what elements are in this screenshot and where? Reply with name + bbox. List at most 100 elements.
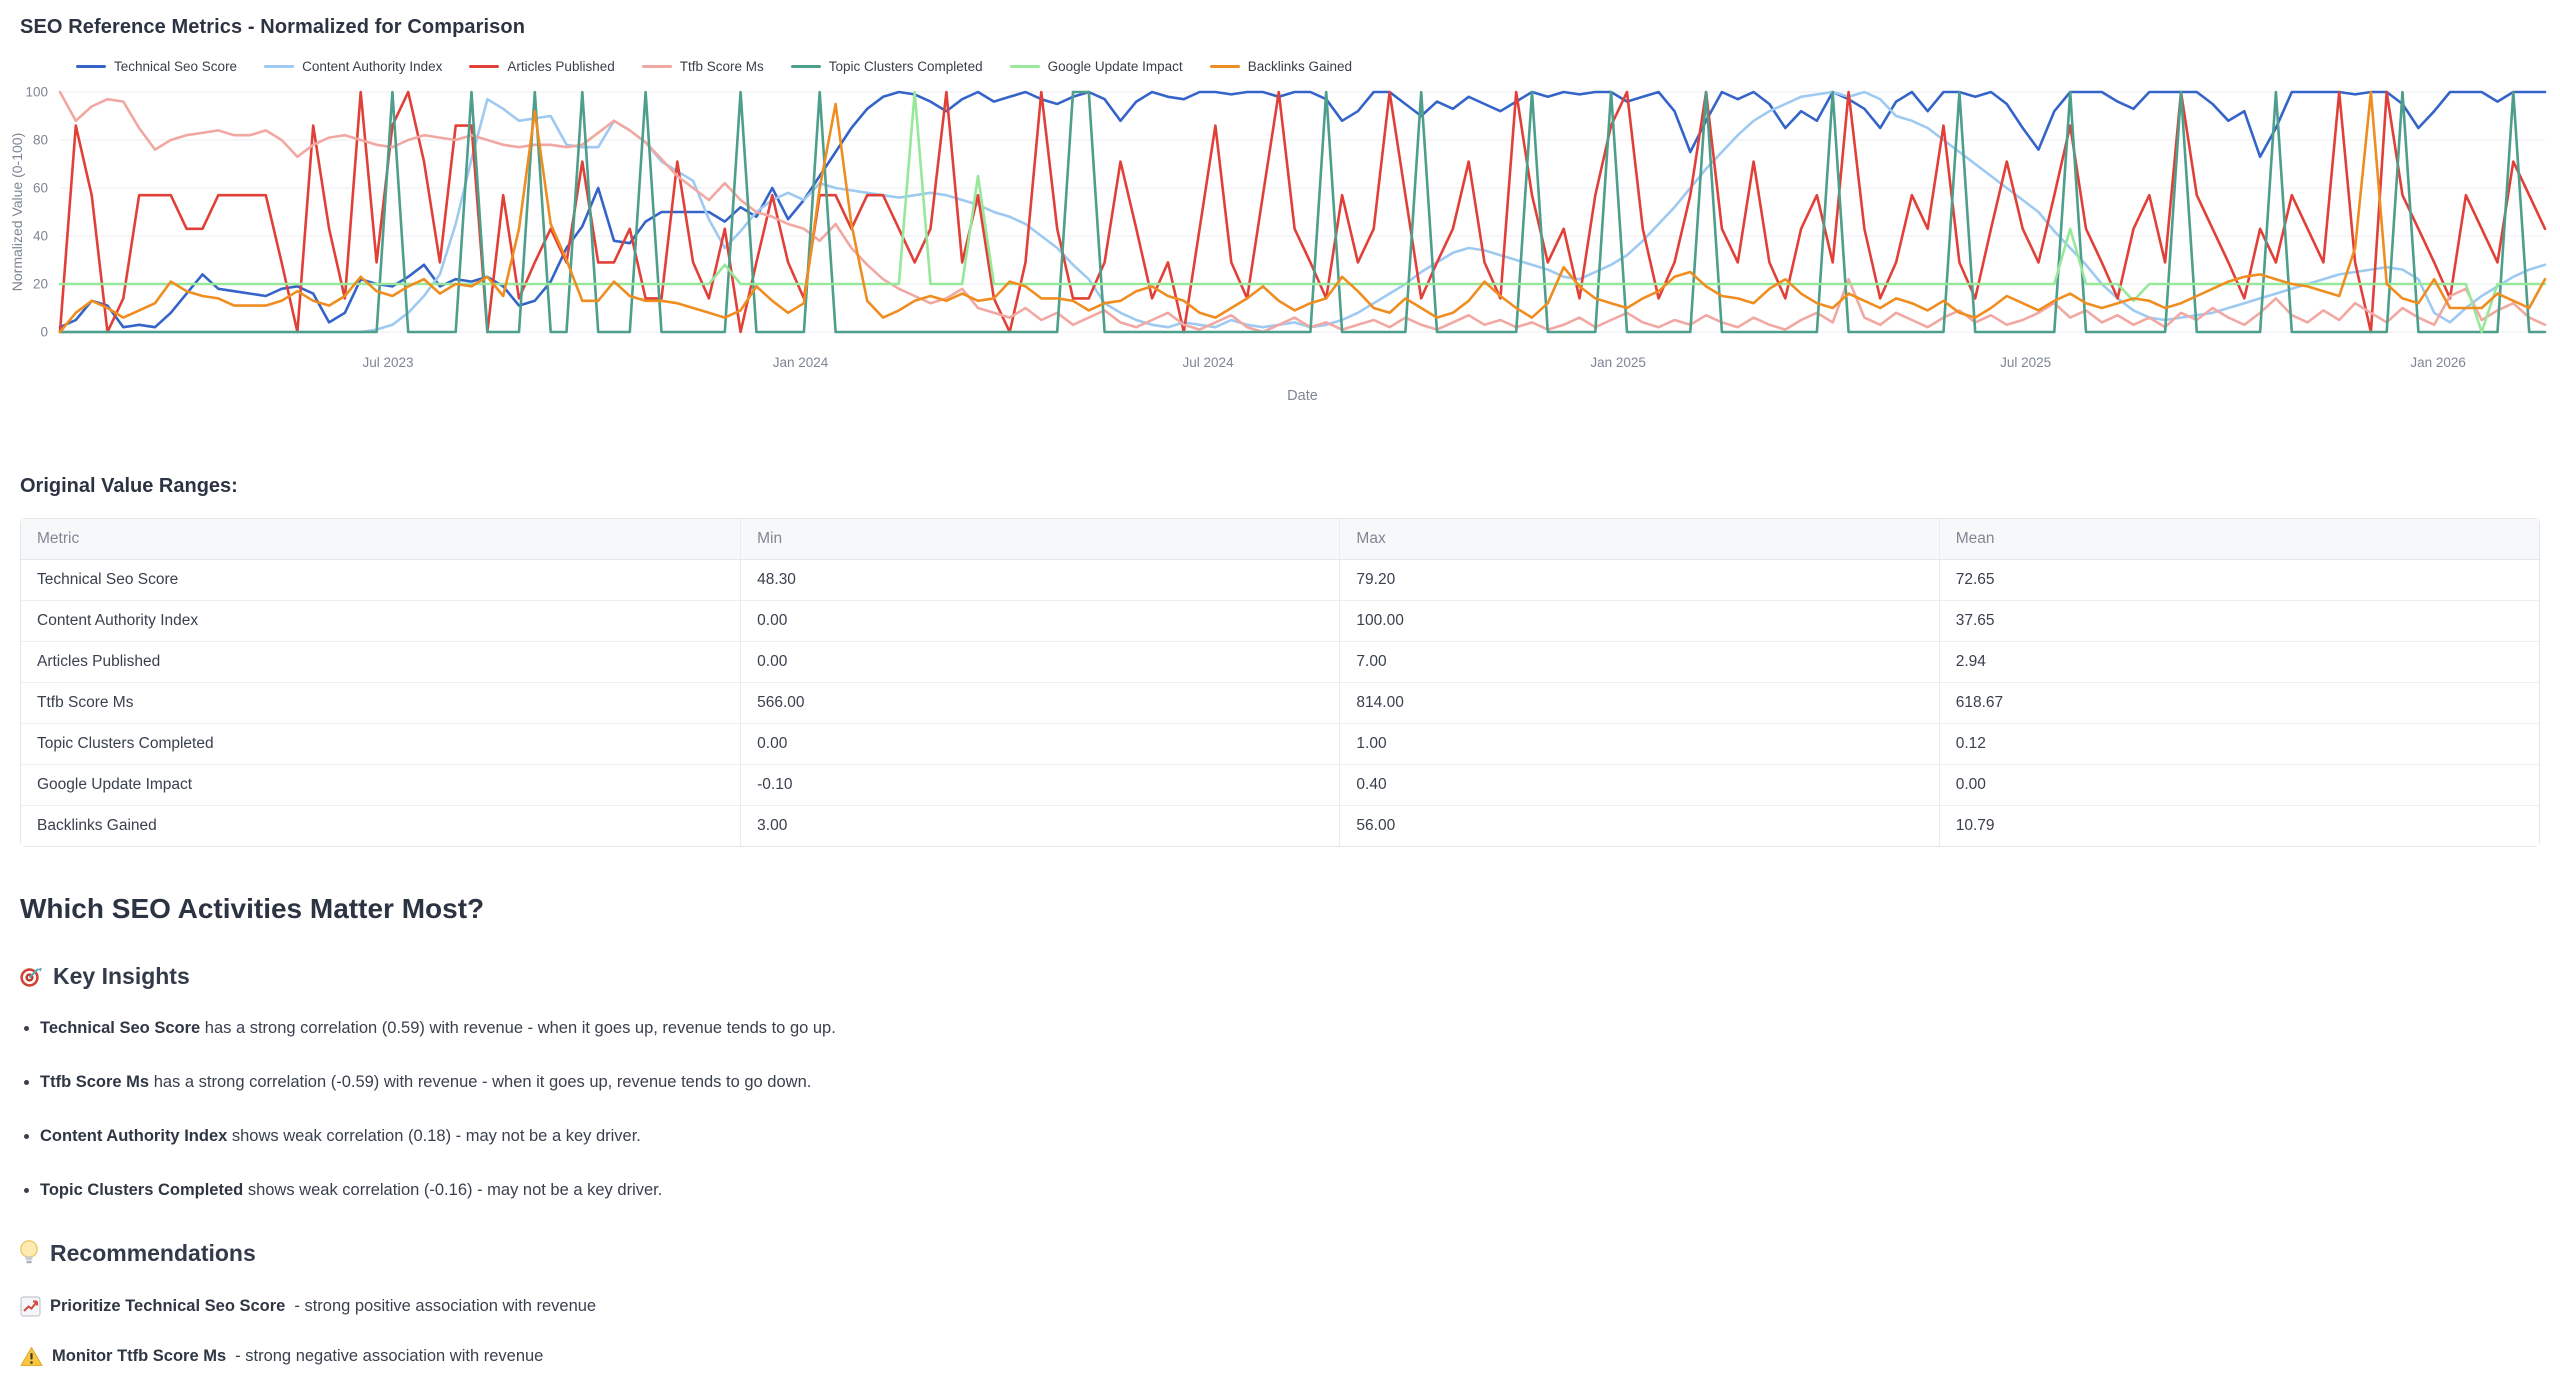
metric-cell: Google Update Impact [21,765,742,806]
lightbulb-icon [18,1239,40,1267]
legend-item-content-authority-index[interactable]: Content Authority Index [264,59,442,74]
insight-bullet-content-authority-index: Content Authority Index shows weak corre… [40,1126,2560,1147]
insight-text: shows weak correlation (0.18) - may not … [227,1127,641,1145]
insight-bullet-technical-seo-score: Technical Seo Score has a strong correla… [40,1018,2560,1039]
value-cell: 566.00 [741,683,1341,724]
value-cell: 56.00 [1340,806,1940,846]
legend-label: Technical Seo Score [114,59,238,74]
chart-legend: Technical Seo Score Content Authority Ind… [76,59,2560,74]
legend-swatch [790,65,821,68]
value-cell: 0.40 [1340,765,1940,806]
value-cell: 1.00 [1340,724,1940,765]
metric-cell: Backlinks Gained [21,806,742,846]
legend-item-topic-clusters-completed[interactable]: Topic Clusters Completed [790,59,983,74]
value-cell: 48.30 [741,560,1341,601]
legend-swatch [76,65,106,68]
recommendation-action: Prioritize Technical Seo Score [50,1297,286,1315]
value-ranges-table: Metric Min Max Mean Technical Seo Score 48.3… [20,518,2540,847]
y-axis-title: Normalized Value (0-100) [9,133,25,291]
recommendations-title: Recommendations [50,1239,256,1266]
legend-label: Content Authority Index [302,59,443,74]
value-cell: 7.00 [1340,642,1940,683]
recommendations-list: Prioritize Technical Seo Score - strong … [0,1296,2560,1367]
legend-label: Google Update Impact [1047,59,1183,74]
legend-swatch [1009,65,1040,68]
recommendation-item-prioritize-technical-seo-score: Prioritize Technical Seo Score - strong … [20,1296,2560,1317]
y-tick-label: 60 [33,181,48,196]
column-header-max: Max [1340,519,1940,560]
value-cell: 0.00 [1939,765,2539,806]
table-row-google-update-impact: Google Update Impact -0.10 0.40 0.00 [21,765,2539,806]
table-row-articles-published: Articles Published 0.00 7.00 2.94 [21,642,2539,683]
value-cell: 72.65 [1939,560,2539,601]
target-icon [18,964,43,989]
column-header-metric: Metric [21,519,742,560]
table-row-technical-seo-score: Technical Seo Score 48.30 79.20 72.65 [21,560,2539,601]
legend-swatch [264,65,295,68]
insight-metric-name: Topic Clusters Completed [40,1181,244,1199]
chart-increasing-icon [20,1296,41,1317]
x-axis-title: Date [1287,388,1318,404]
insight-bullet-ttfb-score-ms: Ttfb Score Ms has a strong correlation (… [40,1072,2560,1093]
insight-text: has a strong correlation (0.59) with rev… [200,1019,836,1037]
report-page: SEO Reference Metrics - Normalized for C… [0,16,2560,1367]
legend-item-articles-published[interactable]: Articles Published [469,59,615,74]
x-tick-label: Jan 2026 [2410,355,2466,370]
insight-text: has a strong correlation (-0.59) with re… [149,1073,812,1091]
value-cell: 0.00 [741,724,1341,765]
metric-cell: Ttfb Score Ms [21,683,742,724]
key-insights-list: Technical Seo Score has a strong correla… [22,1018,2560,1201]
value-ranges-table-wrap: Metric Min Max Mean Technical Seo Score 48.3… [20,518,2540,847]
value-cell: 0.00 [741,642,1341,683]
table-row-content-authority-index: Content Authority Index 0.00 100.00 37.65 [21,601,2539,642]
value-cell: 2.94 [1939,642,2539,683]
x-tick-label: Jul 2024 [1183,355,1235,370]
legend-item-backlinks-gained[interactable]: Backlinks Gained [1209,59,1352,74]
table-row-backlinks-gained: Backlinks Gained 3.00 56.00 10.79 [21,806,2539,846]
value-cell: 79.20 [1340,560,1940,601]
chart-title: SEO Reference Metrics - Normalized for C… [20,16,526,38]
metric-cell: Technical Seo Score [21,560,742,601]
value-cell: 618.67 [1939,683,2539,724]
legend-label: Topic Clusters Completed [828,59,983,74]
value-cell: 0.00 [741,601,1341,642]
table-row-ttfb-score-ms: Ttfb Score Ms 566.00 814.00 618.67 [21,683,2539,724]
recommendation-text: - strong negative association with reven… [235,1347,544,1365]
table-header-row: Metric Min Max Mean [21,519,2539,560]
value-cell: -0.10 [741,765,1341,806]
series-line-backlinks-gained [58,90,2547,334]
insight-metric-name: Ttfb Score Ms [40,1073,150,1091]
value-ranges-title: Original Value Ranges: [20,475,238,497]
x-tick-label: Jul 2025 [2000,355,2051,370]
value-cell: 37.65 [1939,601,2539,642]
legend-label: Ttfb Score Ms [679,59,764,74]
metric-cell: Topic Clusters Completed [21,724,742,765]
chart-svg[interactable]: 0 20 40 60 80 100 Normalized Value (0-100) Jul … [0,76,2560,421]
table-row-topic-clusters-completed: Topic Clusters Completed 0.00 1.00 0.12 [21,724,2539,765]
value-cell: 0.12 [1939,724,2539,765]
metric-cell: Articles Published [21,642,742,683]
insight-bullet-topic-clusters-completed: Topic Clusters Completed shows weak corr… [40,1180,2560,1201]
legend-label: Articles Published [507,59,615,74]
insight-text: shows weak correlation (-0.16) - may not… [243,1181,663,1199]
legend-swatch [1209,65,1240,68]
legend-item-google-update-impact[interactable]: Google Update Impact [1009,59,1183,74]
legend-label: Backlinks Gained [1247,59,1352,74]
x-tick-label: Jul 2023 [362,355,413,370]
legend-swatch [641,65,672,68]
key-insights-heading: Key Insights [18,963,2560,990]
legend-swatch [469,65,500,68]
y-tick-label: 20 [33,277,48,292]
column-header-mean: Mean [1939,519,2539,560]
value-cell: 100.00 [1340,601,1940,642]
legend-item-ttfb-score-ms[interactable]: Ttfb Score Ms [641,59,764,74]
column-header-min: Min [741,519,1341,560]
insight-metric-name: Content Authority Index [40,1127,228,1145]
insight-metric-name: Technical Seo Score [40,1019,201,1037]
recommendation-item-monitor-ttfb-score-ms: Monitor Ttfb Score Ms - strong negative … [20,1346,2560,1367]
warning-icon [20,1346,43,1367]
y-tick-label: 80 [33,133,48,148]
series-line-articles-published [58,90,2547,334]
x-tick-label: Jan 2024 [773,355,829,370]
legend-item-technical-seo-score[interactable]: Technical Seo Score [76,59,237,74]
